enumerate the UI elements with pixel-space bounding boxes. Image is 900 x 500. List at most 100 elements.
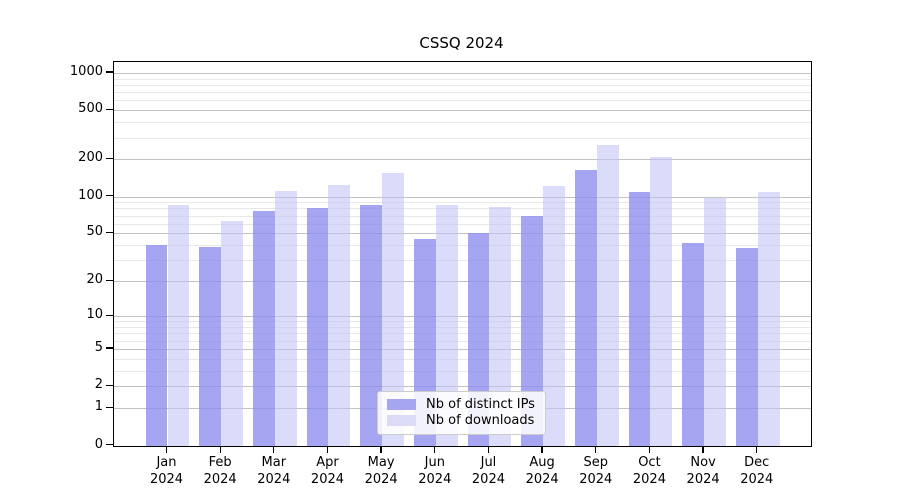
- gridline-y-900: [114, 78, 811, 80]
- x-tick-mark-may-2024: [380, 446, 382, 454]
- bar-nb-of-downloads-aug-2024: [543, 185, 565, 446]
- y-tick-mark-200: [106, 157, 113, 160]
- plot-area: [113, 61, 812, 447]
- gridline-y-30: [114, 260, 811, 262]
- x-tick-mark-dec-2024: [756, 446, 758, 454]
- x-tick-label-nov-2024: Nov 2024: [686, 455, 720, 487]
- y-tick-label-5: 5: [94, 339, 103, 355]
- bar-nb-of-downloads-feb-2024: [221, 221, 244, 446]
- y-tick-mark-10: [106, 314, 113, 316]
- gridline-y-2: [114, 386, 811, 388]
- bar-nb-of-downloads-mar-2024: [274, 191, 297, 446]
- gridline-y-400: [114, 122, 811, 124]
- gridline-y-4: [114, 358, 811, 360]
- gridline-y-80: [114, 208, 811, 210]
- gridline-y-800: [114, 84, 811, 86]
- y-tick-label-1000: 1000: [69, 63, 103, 79]
- bar-nb-of-downloads-jul-2024: [489, 206, 512, 446]
- y-tick-mark-1: [106, 406, 113, 408]
- y-tick-label-2: 2: [94, 377, 103, 393]
- x-tick-label-jan-2024: Jan 2024: [149, 455, 184, 487]
- bar-nb-of-downloads-apr-2024: [328, 184, 351, 446]
- x-tick-label-jun-2024: Jun 2024: [418, 455, 452, 487]
- bar-nb-of-distinct-ips-feb-2024: [199, 246, 222, 446]
- x-tick-label-dec-2024: Dec 2024: [740, 455, 774, 487]
- x-tick-mark-oct-2024: [648, 446, 651, 454]
- bar-nb-of-distinct-ips-jan-2024: [145, 245, 168, 446]
- bar-nb-of-downloads-may-2024: [382, 172, 405, 446]
- x-tick-mark-nov-2024: [702, 446, 704, 454]
- bar-nb-of-distinct-ips-sep-2024: [574, 169, 597, 446]
- y-tick-mark-5: [106, 347, 113, 349]
- bar-nb-of-downloads-sep-2024: [596, 145, 619, 446]
- y-tick-mark-20: [106, 279, 113, 282]
- x-tick-label-jul-2024: Jul 2024: [471, 455, 505, 487]
- legend-label: Nb of downloads: [426, 413, 535, 428]
- x-tick-label-feb-2024: Feb 2024: [203, 455, 237, 487]
- y-tick-mark-2: [106, 384, 113, 387]
- bar-nb-of-downloads-oct-2024: [650, 156, 673, 446]
- gridline-y-6: [114, 340, 811, 342]
- y-tick-label-0: 0: [94, 436, 103, 452]
- legend-swatch-nb-of-distinct-ips: [387, 399, 416, 410]
- bar-nb-of-distinct-ips-oct-2024: [628, 192, 651, 446]
- y-tick-label-10: 10: [86, 307, 103, 323]
- legend-item: Nb of downloads: [387, 413, 536, 428]
- bar-nb-of-distinct-ips-aug-2024: [521, 215, 544, 446]
- y-tick-label-500: 500: [78, 101, 103, 117]
- gridline-y-10: [114, 316, 811, 318]
- legend: Nb of distinct IPs Nb of downloads: [377, 391, 546, 435]
- gridline-y-8: [114, 326, 811, 328]
- bar-nb-of-downloads-nov-2024: [704, 198, 726, 446]
- bar-nb-of-distinct-ips-dec-2024: [735, 247, 758, 446]
- y-tick-mark-100: [106, 195, 113, 197]
- gridline-y-3: [114, 370, 811, 372]
- bar-nb-of-downloads-jan-2024: [167, 204, 190, 446]
- y-tick-mark-500: [106, 108, 113, 110]
- chart-title: CSSQ 2024: [419, 34, 504, 52]
- x-tick-label-may-2024: May 2024: [364, 455, 398, 487]
- x-tick-label-sep-2024: Sep 2024: [579, 455, 613, 487]
- x-tick-mark-aug-2024: [541, 446, 543, 454]
- gridline-y-5: [114, 348, 811, 350]
- x-tick-mark-jun-2024: [434, 446, 436, 454]
- gridline-y-20: [114, 281, 811, 283]
- y-tick-label-1: 1: [94, 399, 103, 415]
- bar-nb-of-distinct-ips-apr-2024: [306, 207, 329, 446]
- x-tick-mark-sep-2024: [595, 446, 597, 454]
- gridline-y-40: [114, 245, 811, 247]
- bar-nb-of-distinct-ips-nov-2024: [682, 242, 705, 446]
- x-tick-mark-jul-2024: [487, 446, 490, 454]
- x-tick-label-aug-2024: Aug 2024: [525, 455, 559, 487]
- gridline-y-700: [114, 92, 811, 94]
- gridline-y-90: [114, 202, 811, 204]
- legend-item: Nb of distinct IPs: [387, 397, 536, 412]
- x-tick-mark-apr-2024: [326, 446, 329, 454]
- gridline-y-7: [114, 333, 811, 335]
- gridline-y-70: [114, 215, 811, 217]
- bar-nb-of-downloads-dec-2024: [757, 192, 780, 446]
- y-tick-label-20: 20: [86, 272, 103, 288]
- y-tick-mark-0: [106, 444, 113, 446]
- y-tick-label-200: 200: [78, 150, 103, 166]
- gridline-y-300: [114, 137, 811, 139]
- gridline-y-60: [114, 223, 811, 225]
- gridline-y-1000: [114, 72, 811, 74]
- legend-label: Nb of distinct IPs: [426, 397, 535, 412]
- x-tick-mark-jan-2024: [165, 446, 168, 454]
- x-tick-mark-feb-2024: [219, 446, 221, 454]
- x-tick-label-oct-2024: Oct 2024: [632, 455, 666, 487]
- x-tick-mark-mar-2024: [273, 446, 275, 454]
- y-tick-mark-1000: [106, 71, 113, 73]
- y-tick-mark-50: [106, 231, 113, 234]
- gridline-y-50: [114, 233, 811, 235]
- y-tick-label-100: 100: [78, 187, 103, 203]
- x-tick-label-mar-2024: Mar 2024: [257, 455, 291, 487]
- bar-nb-of-downloads-jun-2024: [435, 204, 458, 446]
- bar-nb-of-distinct-ips-mar-2024: [252, 210, 275, 446]
- legend-swatch-nb-of-downloads: [387, 415, 416, 426]
- gridline-y-100: [114, 196, 811, 198]
- gridline-y-600: [114, 100, 811, 102]
- gridline-y-9: [114, 321, 811, 323]
